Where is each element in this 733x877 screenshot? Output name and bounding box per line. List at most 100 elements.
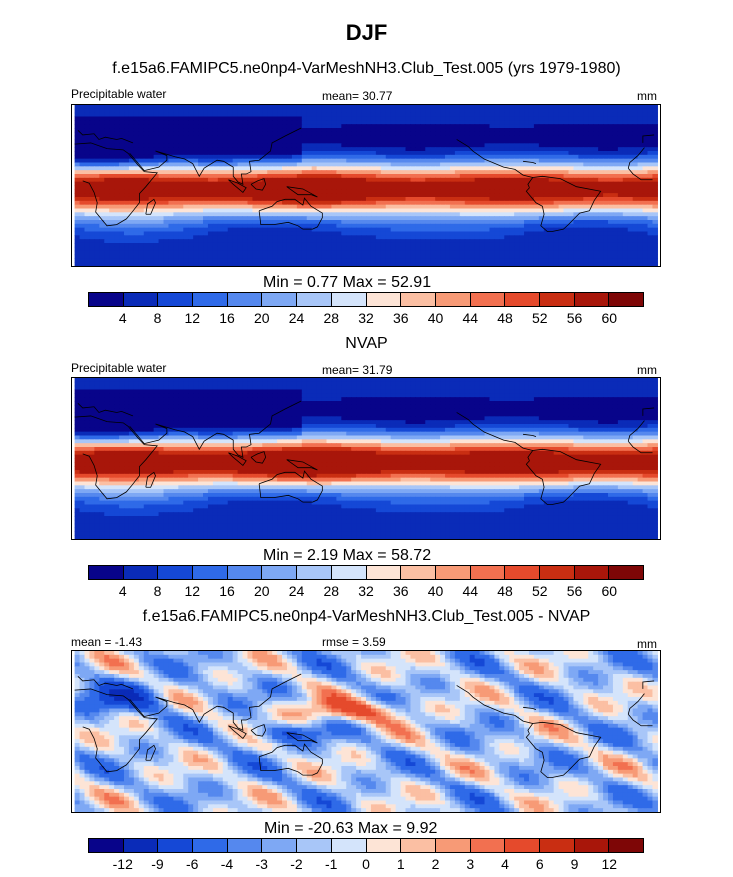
colorbar-cell-2: [158, 293, 194, 306]
colorbar-cell-6: [297, 839, 332, 852]
colorbar-tick-label: 2: [431, 856, 440, 872]
colorbar-tick-label: 4: [118, 310, 127, 326]
coastline: [258, 743, 323, 776]
colorbar-cell-10: [435, 566, 471, 579]
colorbar-tick-label: 52: [531, 583, 548, 599]
colorbar-tick-label: 3: [466, 856, 475, 872]
coastline: [286, 459, 318, 471]
panel1-mean-label: mean= 30.77: [322, 89, 393, 103]
colorbar-cell-15: [609, 293, 643, 306]
coastline: [74, 688, 653, 773]
colorbar-cell-1: [123, 293, 159, 306]
colorbar-tick-label: 40: [427, 310, 444, 326]
colorbar-tick-label: -4: [220, 856, 234, 872]
colorbar-cell-10: [435, 839, 471, 852]
colorbar-cell-0: [89, 839, 124, 852]
colorbar-cell-8: [366, 839, 402, 852]
colorbar-tick-label: 20: [253, 583, 270, 599]
colorbar-cell-14: [574, 839, 610, 852]
colorbar-tick-label: 12: [184, 310, 201, 326]
coastline: [228, 452, 247, 466]
panel3-mean-label: mean = -1.43: [71, 635, 143, 649]
colorbar-cell-3: [193, 293, 228, 306]
colorbar-tick-label: -9: [151, 856, 164, 872]
coastline: [129, 400, 302, 458]
colorbar-tick-label: 4: [501, 856, 509, 872]
colorbar-cell-4: [227, 566, 263, 579]
colorbar-cell-3: [193, 566, 228, 579]
colorbar-tick-label: -2: [290, 856, 303, 872]
coastline: [250, 724, 267, 737]
colorbar-tick-label: 8: [153, 310, 162, 326]
colorbar-cell-11: [470, 839, 506, 852]
colorbar-tick-label: 32: [358, 583, 374, 599]
colorbar-cell-4: [227, 839, 263, 852]
colorbar-cell-12: [505, 566, 540, 579]
panel1-min-max: Min = 0.77 Max = 52.91: [263, 274, 432, 291]
coastline: [456, 139, 533, 178]
colorbar-cell-11: [470, 293, 506, 306]
coastline: [523, 706, 537, 711]
panel3-title: f.e15a6.FAMIPC5.ne0np4-VarMeshNH3.Club_T…: [142, 608, 591, 625]
colorbar-tick-label: 56: [566, 310, 583, 326]
coastline: [523, 160, 537, 165]
colorbar-tick-label: 28: [323, 310, 340, 326]
coastline: [525, 175, 602, 232]
coastline: [145, 471, 156, 488]
colorbar-tick-label: 44: [462, 583, 479, 599]
coastline: [77, 403, 655, 417]
coastline: [74, 415, 653, 500]
colorbar-cell-7: [331, 293, 367, 306]
panel3-colorbar: [88, 838, 644, 853]
colorbar-tick-label: -3: [255, 856, 268, 872]
colorbar-cell-4: [227, 293, 263, 306]
colorbar-cell-9: [401, 839, 436, 852]
colorbar-tick-label: 6: [535, 856, 544, 872]
colorbar-tick-label: 16: [219, 310, 235, 326]
coastline: [250, 451, 267, 464]
colorbar-cell-13: [539, 566, 575, 579]
panel3-min-max: Min = -20.63 Max = 9.92: [264, 820, 438, 837]
colorbar-tick-label: 0: [362, 856, 370, 872]
colorbar-tick-label: 56: [566, 583, 583, 599]
colorbar-cell-9: [401, 293, 436, 306]
panel1-colorbar: [88, 292, 644, 307]
colorbar-cell-12: [505, 839, 540, 852]
colorbar-cell-11: [470, 566, 506, 579]
colorbar-cell-5: [262, 293, 298, 306]
panel2-colorbar: [88, 565, 644, 580]
colorbar-tick-label: 12: [184, 583, 201, 599]
colorbar-tick-label: 60: [601, 583, 618, 599]
colorbar-cell-0: [89, 566, 124, 579]
panel3-units-label: mm: [637, 637, 657, 651]
colorbar-cell-14: [574, 293, 610, 306]
coastline: [286, 186, 318, 198]
colorbar-tick-label: 16: [219, 583, 235, 599]
colorbar-tick-label: 28: [323, 583, 340, 599]
colorbar-tick-label: -12: [112, 856, 133, 872]
colorbar-cell-9: [401, 566, 436, 579]
colorbar-tick-label: 32: [358, 310, 374, 326]
colorbar-tick-label: 1: [396, 856, 405, 872]
colorbar-tick-label: -1: [325, 856, 338, 872]
colorbar-cell-2: [158, 566, 194, 579]
coastline: [145, 198, 156, 215]
colorbar-tick-label: 36: [392, 583, 409, 599]
colorbar-tick-label: 36: [392, 310, 409, 326]
colorbar-cell-14: [574, 566, 610, 579]
colorbar-tick-label: 48: [497, 310, 513, 326]
panel3-rmse-label: rmse = 3.59: [322, 635, 386, 649]
map-field: [74, 378, 658, 539]
coastline: [129, 673, 302, 731]
colorbar-tick-label: 40: [427, 583, 444, 599]
coastline: [250, 178, 267, 191]
colorbar-cell-13: [539, 293, 575, 306]
map-field: [74, 651, 658, 812]
coastline: [129, 127, 302, 185]
colorbar-tick-label: 20: [253, 310, 270, 326]
coastline: [525, 721, 602, 778]
colorbar-cell-6: [297, 566, 332, 579]
colorbar-cell-5: [262, 839, 298, 852]
colorbar-cell-1: [123, 839, 159, 852]
colorbar-tick-label: -6: [186, 856, 199, 872]
